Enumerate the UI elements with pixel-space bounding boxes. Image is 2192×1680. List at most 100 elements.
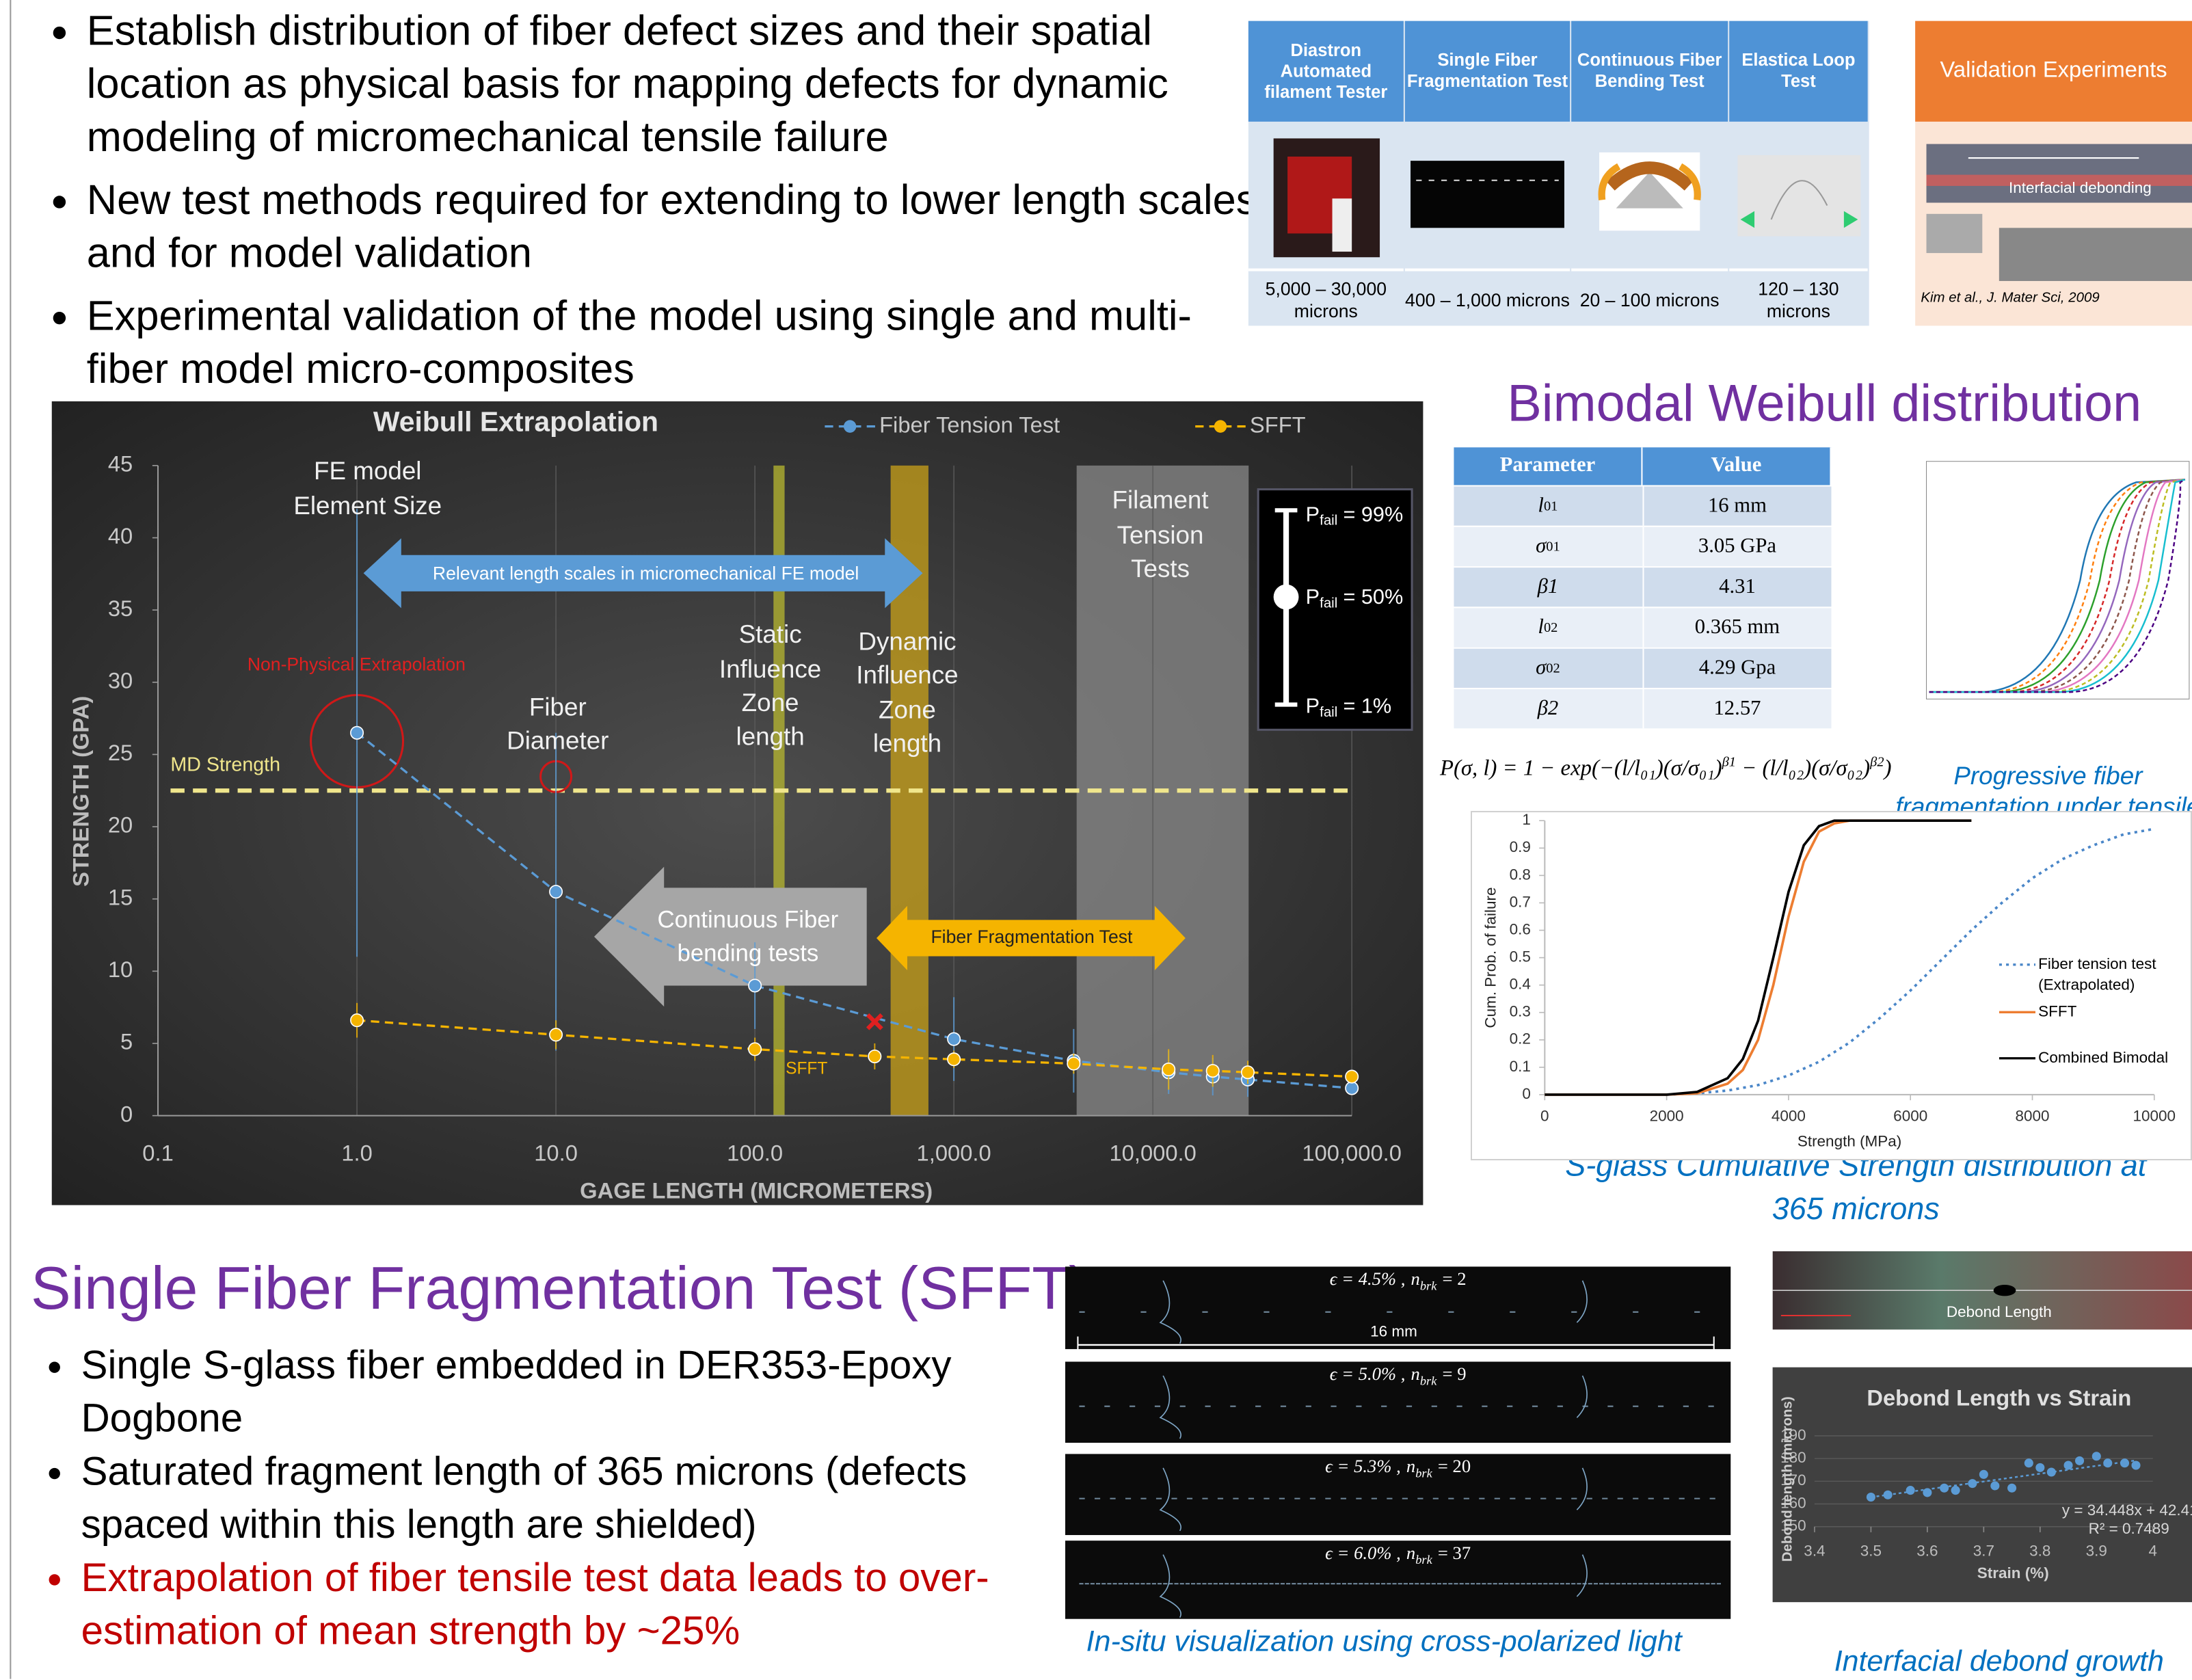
x-axis-label: Strength (MPa) xyxy=(1797,1132,1901,1149)
count-symbol: n xyxy=(1411,1363,1420,1385)
y-tick-label: 0.3 xyxy=(1510,1003,1531,1020)
data-point xyxy=(1346,1082,1358,1094)
y-tick-label: 30 xyxy=(108,667,133,693)
table-cell: 12.57 xyxy=(1643,689,1831,728)
parameter-symbol: β1 xyxy=(1538,575,1559,599)
image-label: Debond Length xyxy=(1947,1303,2052,1320)
annotation: Diameter xyxy=(507,726,609,754)
data-point xyxy=(1207,1065,1219,1077)
annotation: Relevant length scales in micromechanica… xyxy=(433,563,859,583)
x-tick-label: 100.0 xyxy=(727,1141,783,1166)
series-line xyxy=(1545,821,1971,1095)
test-image xyxy=(1405,122,1570,269)
table-cell: β2 xyxy=(1454,689,1643,728)
table-cell: 5,000 – 30,000 microns xyxy=(1248,269,1404,329)
x-tick-label: 0.1 xyxy=(142,1141,173,1166)
table-cell: 3.05 GPa xyxy=(1643,527,1831,566)
x-tick-label: 1.0 xyxy=(341,1141,372,1166)
annotation: Zone xyxy=(879,695,936,723)
x-tick-label: 3.9 xyxy=(2086,1542,2107,1559)
count-subscript: brk xyxy=(1420,1279,1437,1292)
annotation: Zone xyxy=(742,689,799,717)
frame-count: = 2 xyxy=(1443,1268,1467,1289)
slide-border xyxy=(10,0,11,1679)
legend-label: Combined Bimodal xyxy=(2038,1048,2178,1069)
data-point xyxy=(1940,1484,1949,1493)
x-tick-label: 0 xyxy=(1540,1108,1549,1125)
x-tick-label: 3.6 xyxy=(1916,1542,1938,1559)
data-point xyxy=(351,1014,363,1026)
y-tick-label: 35 xyxy=(108,596,133,621)
x-tick-label: 3.7 xyxy=(1973,1542,1994,1559)
x-axis-label: GAGE LENGTH (MICROMETERS) xyxy=(580,1178,933,1203)
y-tick-label: 10 xyxy=(108,957,133,982)
frame-count: = 37 xyxy=(1438,1542,1471,1563)
y-tick-label: 0.6 xyxy=(1510,920,1531,937)
frame-strain: ϵ = 5.3% , xyxy=(1325,1455,1401,1476)
validation-image: Interfacial debonding xyxy=(1915,133,2192,300)
x-tick-label: 4000 xyxy=(1772,1108,1806,1125)
annotation: Influence xyxy=(719,655,821,683)
count-symbol: n xyxy=(1411,1268,1420,1289)
bullet: Single S-glass fiber embedded in DER353-… xyxy=(81,1339,1060,1445)
legend-swatch xyxy=(1214,420,1227,432)
frame-label: ϵ = 6.0% ,nbrk= 37 xyxy=(1065,1542,1730,1566)
annotation: Element Size xyxy=(293,492,442,520)
x-tick-label: 2000 xyxy=(1650,1108,1684,1125)
y-tick-label: 0.9 xyxy=(1510,838,1531,855)
table-row: β14.31 xyxy=(1454,566,1831,606)
table-cell: 4.29 Gpa xyxy=(1643,649,1831,688)
table-row: l020.365 mm xyxy=(1454,606,1831,647)
pfail-symbol: P xyxy=(1306,503,1320,526)
photo xyxy=(1333,198,1352,252)
debond-caption: Interfacial debond growth accompanying a… xyxy=(1789,1641,2192,1679)
pfail-subscript: fail xyxy=(1320,513,1337,529)
parameter-subscript: 02 xyxy=(1544,620,1558,635)
frame-label: ϵ = 4.5% ,nbrk= 2 xyxy=(1065,1268,1730,1292)
y-tick-label: 0.7 xyxy=(1510,893,1531,910)
data-point xyxy=(1867,1493,1875,1502)
bullet: New test methods required for extending … xyxy=(87,175,1264,281)
table-header-cell: Parameter xyxy=(1454,447,1642,485)
table-cell: 20 – 100 microns xyxy=(1571,269,1728,329)
annotation: Tests xyxy=(1131,555,1190,583)
annotation: Influence xyxy=(856,661,958,689)
y-tick-label: 45 xyxy=(108,451,133,477)
reference-label: MD Strength xyxy=(170,754,280,776)
bullet: Experimental validation of the model usi… xyxy=(87,291,1264,397)
data-point xyxy=(2131,1461,2140,1469)
table-header-cell: Diastron Automated filament Tester xyxy=(1248,21,1404,122)
bullet: Saturated fragment length of 365 microns… xyxy=(81,1445,1060,1551)
validation-title: Validation Experiments xyxy=(1915,21,2192,122)
data-point xyxy=(1979,1470,1988,1479)
trendline-r2: R² = 0.7489 xyxy=(2089,1520,2169,1537)
micrograph-caption: In-situ visualization using cross-polari… xyxy=(1034,1626,1733,1659)
annotation: Fiber xyxy=(529,693,587,721)
data-point xyxy=(2103,1458,2112,1467)
count-subscript: brk xyxy=(1415,1553,1432,1566)
y-tick-label: 0.1 xyxy=(1510,1058,1531,1075)
data-point xyxy=(749,1043,761,1055)
test-methods-table: Diastron Automated filament Tester 5,000 … xyxy=(1248,21,1869,326)
parameter-subscript: 01 xyxy=(1546,539,1560,554)
table-header-row: ParameterValue xyxy=(1454,447,1831,485)
scale-bar-label: 16 mm xyxy=(1345,1324,1443,1341)
frame-label: ϵ = 5.0% ,nbrk= 9 xyxy=(1065,1363,1730,1388)
data-point xyxy=(1067,1057,1080,1069)
parameter-table: ParameterValuel0116 mmσ013.05 GPaβ14.31l… xyxy=(1454,447,1831,728)
series-line xyxy=(1545,821,1971,1095)
formula-part: β1 xyxy=(1722,755,1736,770)
x-tick-label: 4 xyxy=(2148,1542,2157,1559)
y-tick-label: 25 xyxy=(108,740,133,765)
frame-strain: ϵ = 5.0% , xyxy=(1330,1363,1406,1385)
y-tick-label: 15 xyxy=(108,884,133,909)
test-image xyxy=(1571,122,1728,269)
data-point xyxy=(2035,1463,2044,1472)
data-point xyxy=(2075,1456,2084,1465)
table-header-cell: Elastica Loop Test xyxy=(1729,21,1867,122)
count-subscript: brk xyxy=(1415,1466,1432,1480)
annotation: Non-Physical Extrapolation xyxy=(248,654,466,674)
x-axis-label: Strain (%) xyxy=(1977,1564,2049,1582)
annotation: Continuous Fiber xyxy=(658,907,839,933)
